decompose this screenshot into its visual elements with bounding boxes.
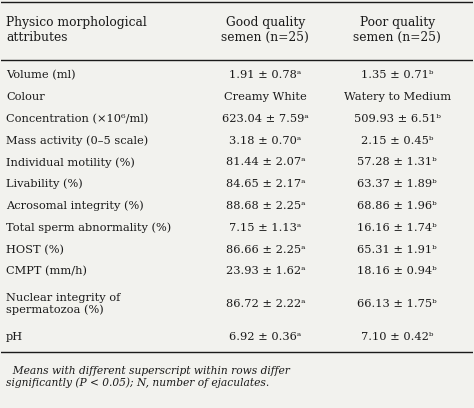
Text: Individual motility (%): Individual motility (%) (6, 157, 135, 168)
Text: Means with different superscript within rows differ
significantly (P < 0.05); N,: Means with different superscript within … (6, 366, 290, 388)
Text: HOST (%): HOST (%) (6, 244, 64, 255)
Text: 57.28 ± 1.31ᵇ: 57.28 ± 1.31ᵇ (357, 157, 437, 167)
Text: 1.91 ± 0.78ᵃ: 1.91 ± 0.78ᵃ (229, 70, 301, 80)
Text: 86.72 ± 2.22ᵃ: 86.72 ± 2.22ᵃ (226, 299, 305, 309)
Text: CMPT (mm/h): CMPT (mm/h) (6, 266, 87, 277)
Text: Creamy White: Creamy White (224, 92, 307, 102)
Text: 7.10 ± 0.42ᵇ: 7.10 ± 0.42ᵇ (361, 332, 433, 342)
Text: 18.16 ± 0.94ᵇ: 18.16 ± 0.94ᵇ (357, 266, 437, 277)
Text: 86.66 ± 2.25ᵃ: 86.66 ± 2.25ᵃ (226, 245, 305, 255)
Text: 84.65 ± 2.17ᵃ: 84.65 ± 2.17ᵃ (226, 179, 305, 189)
Text: 7.15 ± 1.13ᵃ: 7.15 ± 1.13ᵃ (229, 223, 301, 233)
Text: Total sperm abnormality (%): Total sperm abnormality (%) (6, 223, 172, 233)
Text: 65.31 ± 1.91ᵇ: 65.31 ± 1.91ᵇ (357, 245, 437, 255)
Text: Watery to Medium: Watery to Medium (344, 92, 451, 102)
Text: Poor quality
semen (n=25): Poor quality semen (n=25) (353, 16, 441, 44)
Text: Good quality
semen (n=25): Good quality semen (n=25) (221, 16, 309, 44)
Text: 16.16 ± 1.74ᵇ: 16.16 ± 1.74ᵇ (357, 223, 437, 233)
Text: 63.37 ± 1.89ᵇ: 63.37 ± 1.89ᵇ (357, 179, 437, 189)
Text: 66.13 ± 1.75ᵇ: 66.13 ± 1.75ᵇ (357, 299, 437, 309)
Text: Mass activity (0–5 scale): Mass activity (0–5 scale) (6, 135, 148, 146)
Text: Livability (%): Livability (%) (6, 179, 83, 189)
Text: 2.15 ± 0.45ᵇ: 2.15 ± 0.45ᵇ (361, 135, 433, 146)
Text: 68.86 ± 1.96ᵇ: 68.86 ± 1.96ᵇ (357, 201, 437, 211)
Text: Physico morphological
attributes: Physico morphological attributes (6, 16, 147, 44)
Text: 81.44 ± 2.07ᵃ: 81.44 ± 2.07ᵃ (226, 157, 305, 167)
Text: 6.92 ± 0.36ᵃ: 6.92 ± 0.36ᵃ (229, 332, 301, 342)
Text: Colour: Colour (6, 92, 45, 102)
Text: Nuclear integrity of
spermatozoa (%): Nuclear integrity of spermatozoa (%) (6, 293, 120, 315)
Text: 23.93 ± 1.62ᵃ: 23.93 ± 1.62ᵃ (226, 266, 305, 277)
Text: Volume (ml): Volume (ml) (6, 70, 76, 80)
Text: pH: pH (6, 332, 23, 342)
Text: Concentration (×10⁶/ml): Concentration (×10⁶/ml) (6, 113, 148, 124)
Text: 1.35 ± 0.71ᵇ: 1.35 ± 0.71ᵇ (361, 70, 433, 80)
Text: 509.93 ± 6.51ᵇ: 509.93 ± 6.51ᵇ (354, 114, 441, 124)
Text: Acrosomal integrity (%): Acrosomal integrity (%) (6, 201, 144, 211)
Text: 88.68 ± 2.25ᵃ: 88.68 ± 2.25ᵃ (226, 201, 305, 211)
Text: 623.04 ± 7.59ᵃ: 623.04 ± 7.59ᵃ (222, 114, 309, 124)
Text: 3.18 ± 0.70ᵃ: 3.18 ± 0.70ᵃ (229, 135, 301, 146)
